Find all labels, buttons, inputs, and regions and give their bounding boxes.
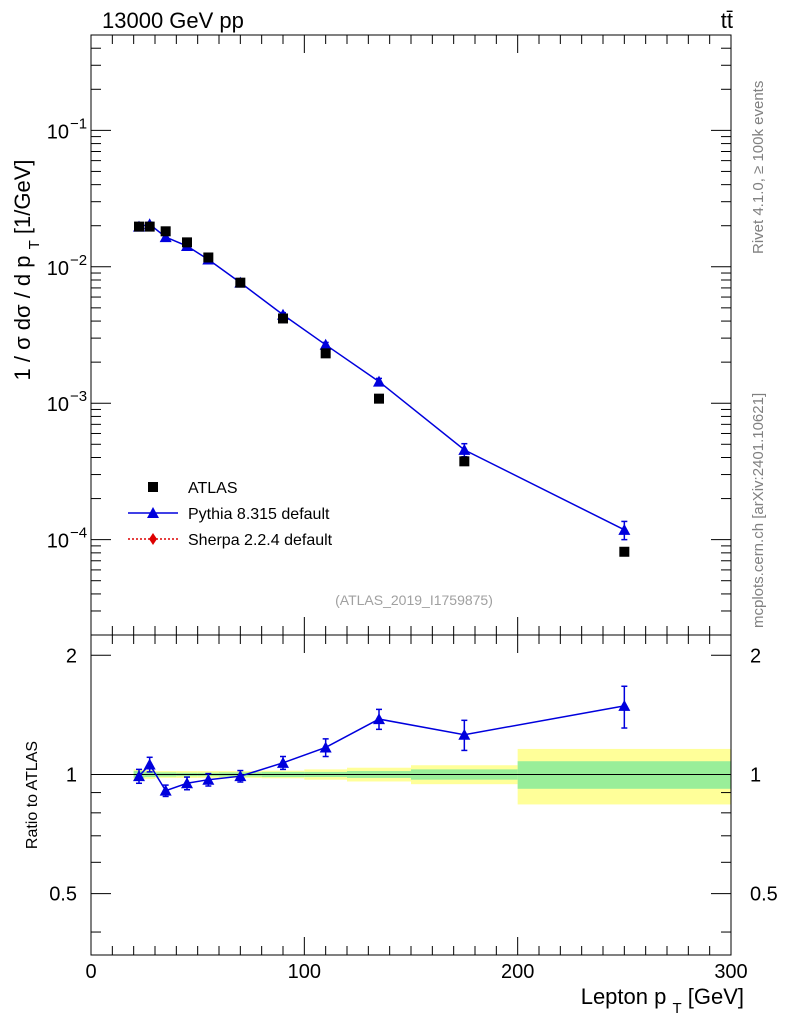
x-tick-label: 300 (714, 961, 747, 983)
main-axis-ticks (90, 34, 732, 636)
ratio-series (133, 685, 631, 798)
ratio-pythia-point (159, 784, 172, 796)
atlas-point (320, 348, 331, 359)
main-y-label: 1 / σ dσ / d p T [1/GeV] (10, 159, 43, 380)
ratio-pythia-point (202, 773, 215, 785)
legend-atlas-marker (148, 482, 158, 492)
ratio-panel: 0.5 0.5 1 1 2 2 0 100 200 300 Ratio to ATLAS Lept… (24, 634, 778, 1017)
process-label: tt̄ (721, 8, 733, 33)
atlas-point (374, 393, 384, 404)
legend-label: Pythia 8.315 default (188, 506, 330, 523)
ratio-pythia-point (143, 758, 156, 770)
legend-label: Sherpa 2.2.4 default (188, 532, 333, 549)
ratio-y-label: Ratio to ATLAS (24, 741, 41, 849)
legend-sherpa-marker (149, 533, 157, 545)
pythia-point (618, 523, 631, 535)
rivet-label: Rivet 4.1.0, ≥ 100k events (750, 81, 767, 254)
subscript-t: T (672, 1000, 681, 1017)
main-y-tick-label: 10 (47, 121, 69, 143)
energy-label: 13000 GeV pp (102, 8, 244, 33)
atlas-point (144, 221, 155, 232)
pythia-point (373, 375, 385, 387)
pythia-point (159, 231, 172, 243)
legend: ATLAS Pythia 8.315 default Sherpa 2.2.4 de… (128, 480, 333, 549)
main-y-tick-exponent: −1 (70, 115, 87, 132)
ratio-axis-ticks (90, 635, 732, 955)
ratio-pythia-point (133, 770, 145, 782)
legend-label: ATLAS (188, 480, 238, 497)
legend-pythia-marker (147, 507, 159, 518)
main-y-tick-labels: 10−110−210−310−4 (47, 115, 87, 552)
pythia-point (458, 443, 471, 455)
atlas-point (134, 221, 144, 232)
ratio-pythia-point (234, 770, 247, 782)
atlas-point (459, 456, 470, 467)
ratio-inner-band (517, 761, 731, 789)
ratio-pythia-point (181, 777, 193, 789)
atlas-point (203, 252, 214, 263)
label-rest: [GeV] (682, 984, 744, 1009)
ratio-uncertainty-bands (91, 748, 731, 805)
ratio-pythia-point (458, 728, 471, 740)
x-tick-label: 200 (501, 961, 534, 983)
x-axis-label: Lepton p T [GeV] (581, 984, 744, 1017)
main-y-tick-exponent: −4 (70, 525, 87, 542)
label-rest: [1/GeV] (10, 159, 35, 240)
analysis-id: (ATLAS_2019_I1759875) (335, 592, 493, 608)
ratio-y-tick-label-right: 2 (750, 645, 761, 667)
ratio-y-tick-label-right: 0.5 (750, 884, 778, 906)
ratio-y-tick-label: 2 (66, 645, 77, 667)
atlas-point (619, 546, 630, 557)
main-panel: 10−110−210−310−4 (ATLAS_2019_I1759875) 1… (10, 34, 732, 636)
ratio-y-tick-label: 0.5 (49, 884, 77, 906)
ratio-y-tick-label: 1 (66, 764, 77, 786)
main-y-tick-label: 10 (47, 531, 69, 553)
x-tick-label: 0 (85, 961, 96, 983)
main-y-tick-label: 10 (47, 394, 69, 416)
main-y-label-text: 1 / σ dσ / d p (10, 256, 35, 381)
atlas-point (235, 277, 246, 288)
ratio-pythia-point (618, 699, 631, 711)
subscript-t: T (26, 240, 43, 249)
main-y-tick-exponent: −2 (70, 252, 87, 269)
mcplots-label: mcplots.cern.ch [arXiv:2401.10621] (750, 393, 767, 628)
pythia-point (319, 338, 332, 350)
ratio-pythia-point (277, 756, 289, 768)
x-axis-label-text: Lepton p (581, 984, 667, 1009)
ratio-pythia-point (373, 713, 385, 725)
main-y-tick-exponent: −3 (70, 388, 87, 405)
main-series (133, 218, 631, 557)
atlas-point (182, 237, 192, 248)
ratio-y-tick-label-right: 1 (750, 764, 761, 786)
x-tick-label: 100 (288, 961, 321, 983)
atlas-point (160, 226, 171, 237)
atlas-point (278, 313, 288, 324)
main-frame (90, 34, 732, 636)
ratio-pythia-point (319, 741, 332, 753)
main-y-tick-label: 10 (47, 258, 69, 280)
ratio-tick-labels: 0.5 0.5 1 1 2 2 0 100 200 300 (49, 645, 778, 983)
